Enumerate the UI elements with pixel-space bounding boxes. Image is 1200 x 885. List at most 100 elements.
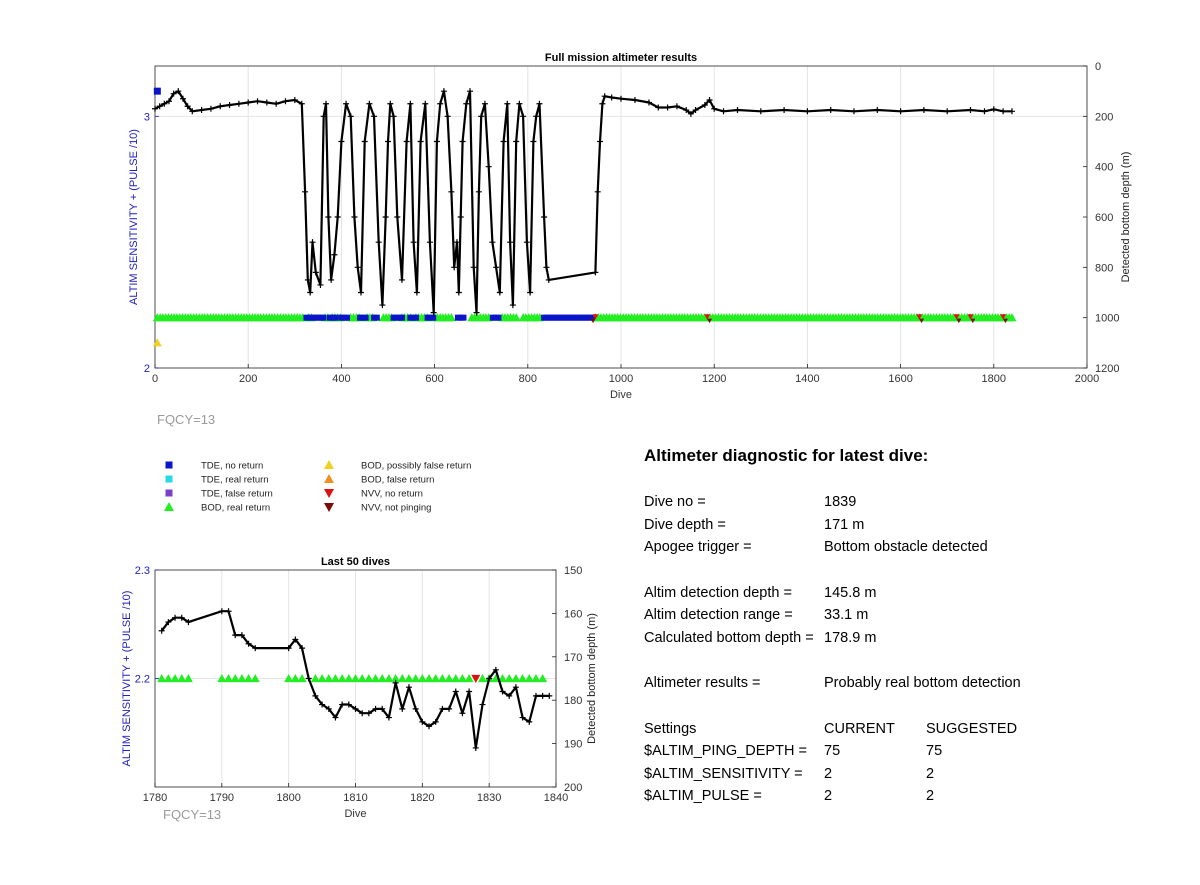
bottom-depth-point [309, 239, 316, 246]
bottom-depth-point [519, 714, 526, 721]
bottom-depth-point [506, 692, 513, 699]
bottom-depth-point [179, 95, 186, 102]
bottom-depth-point [307, 289, 314, 296]
tde-no-return-marker [153, 87, 161, 95]
y-right-tick-label: 160 [564, 608, 582, 620]
bod-real-return-marker [344, 674, 354, 683]
bottom-depth-point [546, 692, 553, 699]
bottom-depth-point [486, 675, 493, 682]
bod-real-return-marker [1007, 313, 1017, 322]
legend-marker [165, 489, 173, 497]
bottom-depth-point [320, 113, 327, 120]
bottom-depth-point [398, 276, 405, 283]
y-left-axis-label: ALTIM SENSITIVITY + (PULSE /10) [121, 591, 133, 767]
legend-label: TDE, real return [201, 475, 269, 486]
bod-real-return-marker [424, 674, 434, 683]
ping-depth-current: 75 [824, 743, 841, 759]
bottom-depth-point [305, 675, 312, 682]
bottom-depth-point [392, 679, 399, 686]
bottom-depth-point [385, 714, 392, 721]
bottom-depth-point [489, 239, 496, 246]
bod-real-return-marker [417, 674, 427, 683]
legend-label: BOD, real return [201, 503, 270, 514]
bottom-depth-point [444, 113, 451, 120]
bottom-depth-point [426, 239, 433, 246]
y-left-tick-label: 2 [144, 363, 150, 375]
bottom-depth-point [459, 138, 466, 145]
bottom-depth-point [692, 107, 699, 114]
bottom-depth-point [379, 302, 386, 309]
bod-real-return-marker [384, 674, 394, 683]
bottom-depth-point [440, 88, 447, 95]
bottom-depth-point [254, 98, 261, 105]
bottom-depth-point [532, 692, 539, 699]
x-tick-label: 1810 [343, 792, 367, 804]
bottom-depth-point [463, 100, 470, 107]
legend-marker [165, 461, 173, 469]
bottom-depth-point [481, 100, 488, 107]
bottom-chart: 1780 1790 1800 1810 1820 1830 1840 2.2 2.3 150 160… [121, 556, 598, 822]
chart-title: Full mission altimeter results [545, 52, 697, 64]
det-range-row: Altim detection range = 33.1 m [644, 604, 1164, 627]
bottom-depth-point [981, 108, 988, 115]
y-right-axis-label: Detected bottom depth (m) [586, 613, 598, 744]
bottom-depth-point [757, 108, 764, 115]
x-tick-label: 1840 [544, 792, 568, 804]
x-tick-label: 1000 [609, 373, 633, 385]
calc-depth-value: 178.9 m [824, 629, 877, 646]
bottom-depth-point [339, 701, 346, 708]
bottom-depth-point [347, 113, 354, 120]
bottom-depth-point [207, 105, 214, 112]
bottom-depth-point [235, 100, 242, 107]
nvv-no-return-marker [967, 314, 974, 320]
bod-possibly-false-marker [152, 338, 162, 347]
suggested-header: SUGGESTED [926, 720, 1018, 737]
bottom-depth-point [920, 107, 927, 114]
bottom-depth-point [523, 239, 530, 246]
bod-real-return-marker [290, 674, 300, 683]
bottom-depth-point [608, 94, 615, 101]
bod-real-return-marker [157, 674, 167, 683]
diagnostic-panel: Altimeter diagnostic for latest dive: Di… [644, 445, 1164, 808]
bottom-depth-point [720, 108, 727, 115]
bottom-depth-point [827, 107, 834, 114]
bottom-depth-point [189, 108, 196, 115]
legend-label: NVV, no return [361, 489, 423, 500]
bottom-depth-point [317, 281, 324, 288]
bottom-depth-point [520, 113, 527, 120]
bottom-depth-point [592, 269, 599, 276]
bottom-depth-point [470, 264, 477, 271]
legend-label: BOD, false return [361, 475, 434, 486]
tde-no-return-marker [430, 314, 437, 321]
x-tick-label: 1600 [888, 373, 912, 385]
legend-label: TDE, no return [201, 461, 263, 472]
fqcy-annotation: FQCY=13 [157, 412, 215, 427]
bottom-depth-point [453, 239, 460, 246]
bod-real-return-marker [531, 674, 541, 683]
bottom-depth-point [232, 632, 239, 639]
bod-real-return-marker [498, 674, 508, 683]
bottom-depth-point [302, 188, 309, 195]
bod-real-return-marker [538, 674, 548, 683]
pulse-suggested: 2 [926, 788, 935, 804]
bottom-depth-point [165, 619, 172, 626]
det-depth-label: Altim detection depth = [644, 584, 792, 601]
x-tick-label: 600 [425, 373, 443, 385]
y-right-tick-label: 1200 [1095, 363, 1119, 375]
bod-real-return-marker [411, 674, 421, 683]
sensitivity-suggested: 2 [926, 765, 935, 782]
nvv-not-pinging-marker [956, 318, 962, 324]
y-right-tick-label: 180 [564, 695, 582, 707]
bottom-depth-point [711, 105, 718, 112]
bottom-depth-point [645, 99, 652, 106]
fqcy-annotation: FQCY=13 [163, 807, 221, 822]
bod-real-return-marker [464, 674, 474, 683]
bottom-depth-point [325, 214, 332, 220]
bod-real-return-marker [504, 674, 514, 683]
nvv-not-pinging-marker [590, 318, 596, 324]
bod-real-return-marker [518, 674, 528, 683]
bottom-depth-point [804, 108, 811, 115]
bottom-depth-point [701, 102, 708, 109]
nvv-not-pinging-marker [970, 318, 976, 324]
bottom-depth-point [419, 718, 426, 725]
